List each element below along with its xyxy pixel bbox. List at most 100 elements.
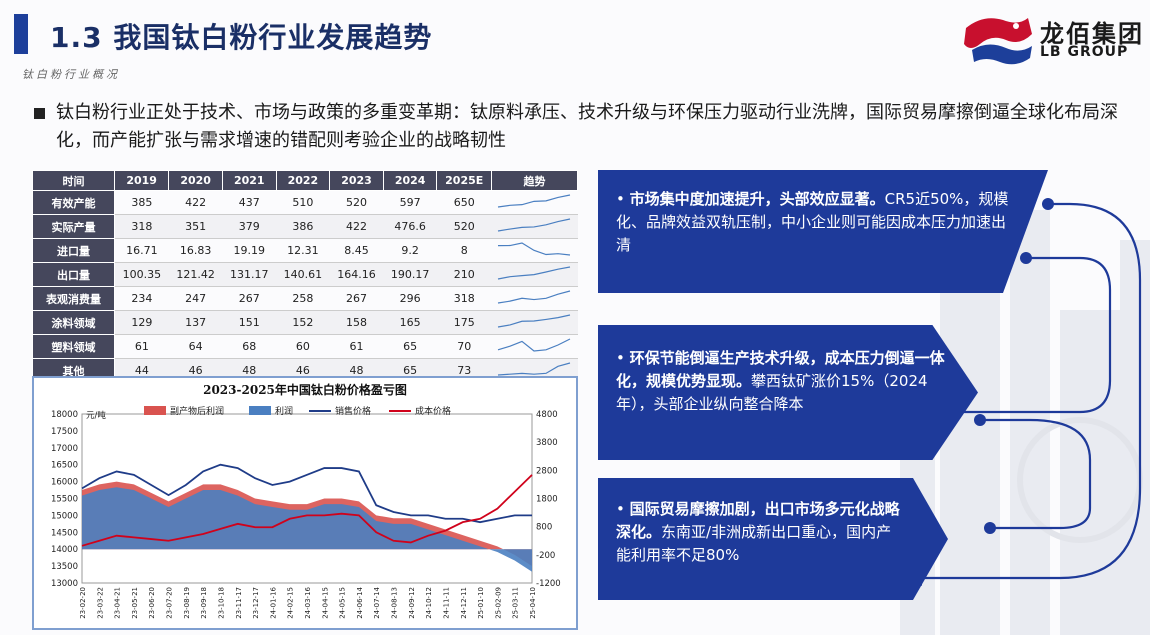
table-cell: 247: [168, 286, 223, 311]
table-cell: 476.6: [383, 214, 437, 239]
trend-sparkline: [497, 314, 570, 328]
y-left-tick-label: 16000: [51, 478, 78, 488]
table-cell: 175: [436, 310, 492, 335]
table-row-label: 进口量: [32, 238, 115, 263]
x-tick-label: 24-10-12: [425, 587, 433, 619]
x-tick-label: 24-05-15: [339, 587, 347, 619]
y-left-tick-label: 18000: [51, 410, 78, 420]
series-line-sales-price: [81, 463, 532, 524]
price-profit-chart: 2023-2025年中国钛白粉价格盈亏图 18000 17500 17000 16500…: [32, 376, 578, 630]
table-cell: 165: [383, 310, 437, 335]
y-right-tick-label: 800: [536, 523, 552, 533]
page-title: 1.3 我国钛白粉行业发展趋势: [50, 21, 433, 54]
industry-data-table: 时间 2019 2020 2021 2022 2023 2024 2025E 趋…: [32, 170, 578, 407]
trend-sparkline: [497, 290, 570, 304]
chart-title: 2023-2025年中国钛白粉价格盈亏图: [203, 382, 407, 397]
bullet-square-icon: [34, 108, 45, 119]
table-row: 进口量 16.71 16.83 19.19 12.31 8.45 9.2 8: [32, 238, 578, 263]
trend-sparkline-cell: [491, 262, 578, 287]
trend-sparkline: [497, 362, 570, 376]
y-right-tick-label: -200: [536, 551, 555, 561]
table-cell: 258: [276, 286, 330, 311]
table-cell: 385: [114, 190, 169, 215]
table-cell: 16.83: [168, 238, 223, 263]
legend-label: 成本价格: [415, 405, 451, 417]
y-left-tick-label: 15000: [51, 511, 78, 521]
trend-sparkline: [497, 338, 570, 352]
legend-label: 销售价格: [335, 405, 371, 417]
table-cell: 318: [436, 286, 492, 311]
info-box-trade-friction: • 国际贸易摩擦加剧，出口市场多元化战略深化。东南亚/非洲成新出口重心，国内产能…: [598, 478, 948, 600]
table-cell: 151: [222, 310, 277, 335]
table-row-label: 塑料领域: [32, 334, 115, 359]
y-right-tick-label: 1800: [536, 495, 558, 505]
x-tick-label: 24-06-14: [356, 586, 364, 618]
table-header-cell: 时间: [32, 170, 115, 191]
table-row: 涂料领域 129 137 151 152 158 165 175: [32, 310, 578, 335]
trend-sparkline-cell: [491, 214, 578, 239]
y-left-tick-label: 17500: [51, 427, 78, 437]
trend-line: [497, 338, 570, 352]
table-header-cell: 2021: [221, 170, 277, 191]
info-box-environmental-upgrade: • 环保节能倒逼生产技术升级，成本压力倒逼一体化，规模优势显现。攀西钛矿涨价15…: [598, 325, 978, 460]
info-box-market-concentration: • 市场集中度加速提升，头部效应显著。CR5近50%，规模化、品牌效益双轨压制，…: [598, 170, 1048, 293]
table-header-row: 时间 2019 2020 2021 2022 2023 2024 2025E 趋…: [32, 170, 578, 191]
table-cell: 121.42: [168, 262, 223, 287]
table-row: 实际产量 318 351 379 386 422 476.6 520: [32, 214, 578, 239]
header-accent-bar: [14, 14, 28, 54]
table-cell: 158: [329, 310, 384, 335]
trend-sparkline-cell: [491, 286, 578, 311]
table-row-label: 出口量: [32, 262, 115, 287]
table-row: 有效产能 385 422 437 510 520 597 650: [32, 190, 578, 215]
table-cell: 267: [222, 286, 277, 311]
y-left-tick-label: 13000: [51, 579, 78, 589]
y-left-tick-label: 15500: [51, 495, 78, 505]
info-box-text: 东南亚/非洲成新出口重心，国内产能利用率不足80%: [616, 523, 892, 564]
x-tick-label: 25-04-10: [529, 587, 537, 619]
info-box-heading: 市场集中度加速提升，头部效应显著。: [629, 190, 885, 208]
page-subtitle: 钛白粉行业概况: [22, 68, 120, 81]
y-left-tick-label: 13500: [51, 562, 78, 572]
y-left-tick-label: 16500: [51, 461, 78, 471]
table-cell: 267: [329, 286, 384, 311]
table-cell: 64: [168, 334, 223, 359]
info-box-heading: 环保节能倒逼生产技术升级，成本压力倒逼一体化，规模优势显现。: [616, 349, 945, 390]
x-tick-label: 25-02-09: [494, 587, 502, 619]
table-cell: 520: [329, 190, 384, 215]
x-tick-label: 23-12-17: [252, 587, 260, 619]
x-tick-label: 23-06-20: [148, 587, 156, 619]
trend-sparkline: [497, 218, 570, 232]
price-profit-chart-svg: 2023-2025年中国钛白粉价格盈亏图 18000 17500 17000 16500…: [51, 382, 561, 619]
x-tick-label: 25-01-10: [477, 587, 485, 619]
x-tick-label: 24-09-12: [408, 587, 416, 619]
table-cell: 234: [114, 286, 169, 311]
x-tick-label: 23-05-21: [131, 587, 139, 619]
intro-paragraph: 钛白粉行业正处于技术、市场与政策的多重变革期：钛原料承压、技术升级与环保压力驱动…: [56, 102, 1118, 151]
lb-group-logo-icon: [964, 18, 1032, 65]
legend-label: 副产物后利润: [170, 405, 224, 417]
trend-line: [497, 194, 570, 208]
info-box-text: CR5近50%，规模化、品牌效益双轨压制，中小企业则可能因成本压力加速出清: [616, 190, 1009, 254]
table-cell: 422: [168, 190, 223, 215]
x-tick-label: 24-11-11: [442, 587, 450, 619]
y-left-tick-label: 14500: [51, 528, 78, 538]
y-right-tick-label: 4800: [536, 410, 558, 420]
table-header-cell: 2025E: [436, 170, 492, 191]
x-tick-label: 23-07-20: [166, 587, 174, 619]
table-header-cell: 2019: [113, 170, 170, 191]
table-cell: 140.61: [276, 262, 330, 287]
y-left-unit-label: 元/吨: [86, 410, 106, 421]
x-tick-label: 23-04-21: [114, 587, 122, 619]
table-header-cell: 2022: [275, 170, 331, 191]
x-tick-label: 23-10-18: [217, 587, 225, 619]
table-cell: 16.71: [114, 238, 169, 263]
table-cell: 8.45: [329, 238, 384, 263]
table-cell: 65: [383, 334, 437, 359]
trend-line: [497, 362, 570, 376]
series-line-cost-price: [81, 474, 533, 547]
trend-sparkline-cell: [491, 238, 578, 263]
table-cell: 131.17: [222, 262, 277, 287]
legend-swatch: [249, 406, 271, 415]
table-row-label: 实际产量: [32, 214, 115, 239]
